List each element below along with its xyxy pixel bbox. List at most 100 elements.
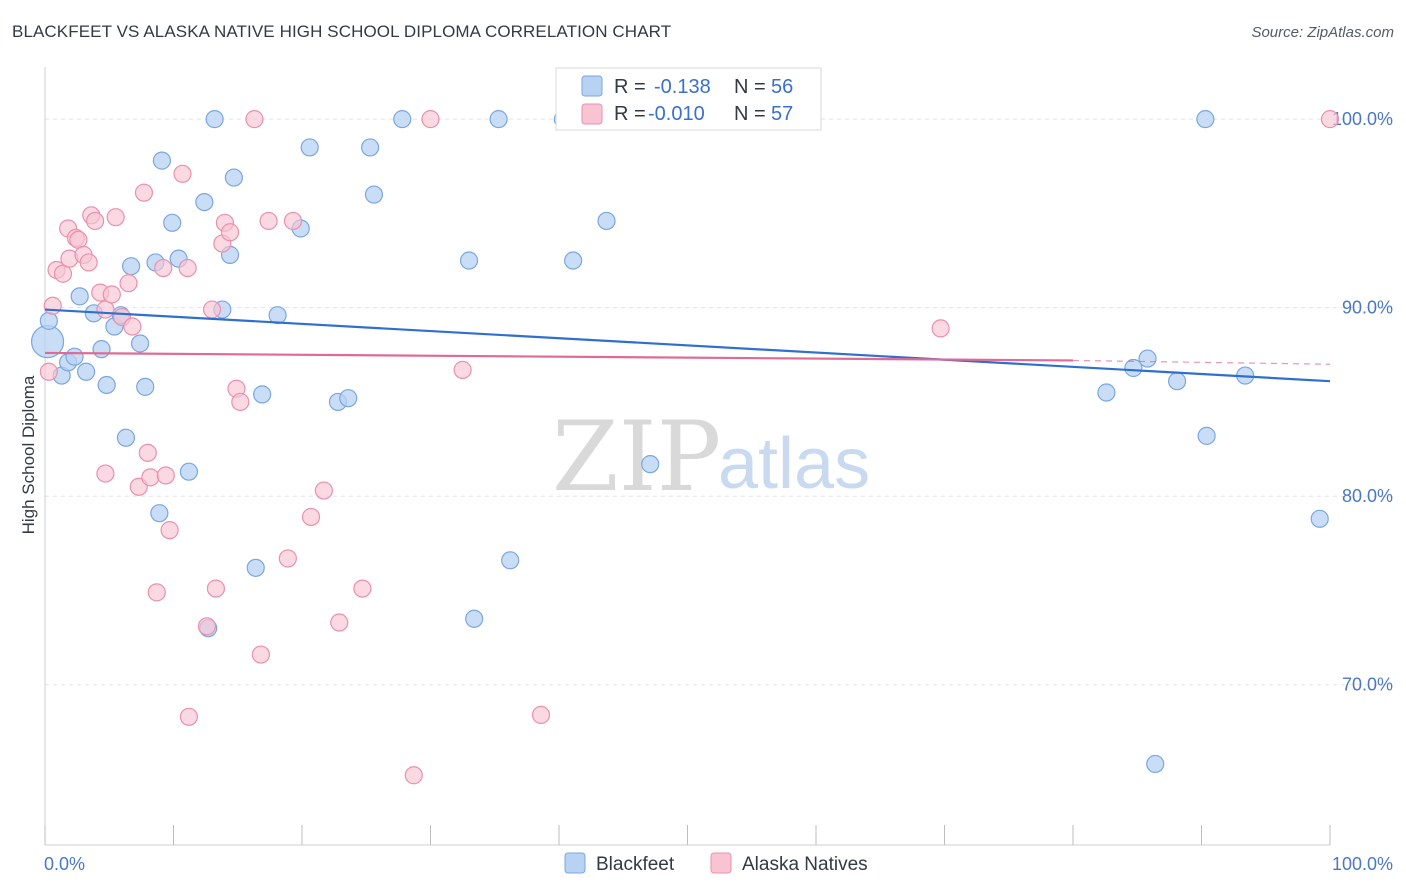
alaska-natives-point <box>96 300 115 319</box>
blackfeet-point <box>1138 349 1157 368</box>
legend-r-label-alaska: R = <box>614 103 646 125</box>
alaska-natives-point <box>531 705 551 725</box>
y-tick-label: 80.0% <box>1342 486 1393 506</box>
blackfeet-point <box>39 311 58 330</box>
alaska-natives-point <box>245 110 264 129</box>
x-tick-label-min: 0.0% <box>44 854 85 874</box>
series-alaska-natives <box>39 110 1340 785</box>
blackfeet-point <box>70 287 89 306</box>
alaska-natives-point <box>102 285 121 304</box>
bottom-legend-blackfeet: Blackfeet <box>596 854 675 875</box>
trend-lines <box>44 308 1331 383</box>
blackfeet-point <box>77 362 96 381</box>
blackfeet-point <box>224 168 243 187</box>
chart-title: BLACKFEET VS ALASKA NATIVE HIGH SCHOOL D… <box>12 22 672 41</box>
alaska-natives-point <box>283 211 303 231</box>
legend-swatch-blackfeet <box>581 75 603 97</box>
axes: 100.0% 90.0% 80.0% 70.0% 0.0% 100.0% <box>44 67 1393 874</box>
legend-r-value-blackfeet: -0.138 <box>654 76 711 98</box>
alaska-natives-point <box>69 230 88 249</box>
alaska-natives-point <box>53 264 73 283</box>
y-axis-label: High School Diploma <box>19 375 38 534</box>
blackfeet-point <box>364 185 384 204</box>
blackfeet-point <box>1197 426 1216 445</box>
alaska-natives-point <box>147 583 166 602</box>
blackfeet-point <box>205 110 224 129</box>
legend-n-value-alaska: 57 <box>771 103 793 125</box>
alaska-natives-point <box>202 300 222 319</box>
x-tick-label-max: 100.0% <box>1332 854 1393 874</box>
blackfeet-point <box>393 110 412 129</box>
alaska-natives-point <box>206 579 226 598</box>
legend: R = -0.138 N = 56 R = -0.010 N = 57 <box>555 67 822 131</box>
blackfeet-point <box>564 251 583 270</box>
alaska-natives-point <box>141 468 160 487</box>
alaska-natives-point <box>278 549 297 568</box>
blackfeet-point <box>1310 509 1329 528</box>
alaska-natives-point <box>301 507 321 527</box>
alaska-natives-point <box>1320 110 1340 129</box>
blackfeet-point <box>1146 754 1165 774</box>
blackfeet-point <box>1167 372 1187 391</box>
blackfeet-point <box>136 377 155 396</box>
alaska-natives-point <box>197 617 217 636</box>
blackfeet-point <box>641 455 660 474</box>
blackfeet-point <box>163 213 182 232</box>
alaska-natives-point <box>353 579 372 598</box>
bottom-legend-alaska: Alaska Natives <box>742 854 868 875</box>
y-tick-label: 90.0% <box>1342 298 1393 318</box>
blackfeet-point <box>1097 383 1116 402</box>
blackfeet-point <box>195 192 214 212</box>
blackfeet-point <box>246 558 265 577</box>
alaska-natives-point <box>39 362 58 381</box>
alaska-natives-point <box>138 443 157 462</box>
alaska-natives-point <box>86 211 105 231</box>
alaska-natives-point <box>156 466 175 485</box>
legend-n-value-blackfeet: 56 <box>771 76 793 98</box>
alaska-natives-point <box>931 319 950 338</box>
y-tick-label: 70.0% <box>1342 675 1393 695</box>
alaska-natives-point <box>179 707 199 726</box>
blackfeet-point <box>179 462 199 481</box>
trend-line-blackfeet <box>44 308 1331 383</box>
legend-swatch-alaska <box>581 103 603 125</box>
bottom-legend-swatch-alaska <box>710 852 732 874</box>
blackfeet-point <box>150 504 169 523</box>
alaska-natives-point <box>178 258 197 278</box>
alaska-natives-point <box>43 296 62 315</box>
blackfeet-point <box>92 340 111 359</box>
blackfeet-point <box>253 385 272 404</box>
blackfeet-point <box>116 428 136 447</box>
source-label: Source: ZipAtlas.com <box>1251 24 1394 41</box>
alaska-natives-point <box>453 360 472 379</box>
alaska-natives-point <box>421 110 440 129</box>
alaska-natives-point <box>134 183 154 202</box>
alaska-natives-point <box>173 164 192 183</box>
y-tick-label: 100.0% <box>1332 109 1393 129</box>
bottom-legend-swatch-blackfeet <box>564 852 586 874</box>
alaska-natives-point <box>106 208 125 227</box>
blackfeet-point <box>1124 358 1143 378</box>
trend-line-alaska-natives <box>44 351 1074 362</box>
bottom-legend: Blackfeet Alaska Natives <box>564 852 868 875</box>
alaska-natives-point <box>404 766 423 785</box>
alaska-natives-point <box>154 258 173 278</box>
alaska-natives-point <box>231 392 250 412</box>
watermark: ZIP atlas <box>552 401 870 513</box>
blackfeet-point <box>459 251 479 270</box>
blackfeet-point <box>152 151 172 170</box>
blackfeet-point <box>597 211 616 231</box>
alaska-natives-point <box>314 481 333 500</box>
alaska-natives-point <box>160 521 179 540</box>
blackfeet-point <box>465 609 484 628</box>
blackfeet-point <box>489 110 508 129</box>
legend-r-label-blackfeet: R = <box>614 76 646 98</box>
blackfeet-point <box>121 257 141 276</box>
blackfeet-point <box>65 347 84 366</box>
alaska-natives-point <box>119 274 138 293</box>
alaska-natives-point <box>330 613 349 632</box>
alaska-natives-point <box>259 211 278 231</box>
blackfeet-point <box>300 138 319 157</box>
alaska-natives-point <box>96 464 115 483</box>
